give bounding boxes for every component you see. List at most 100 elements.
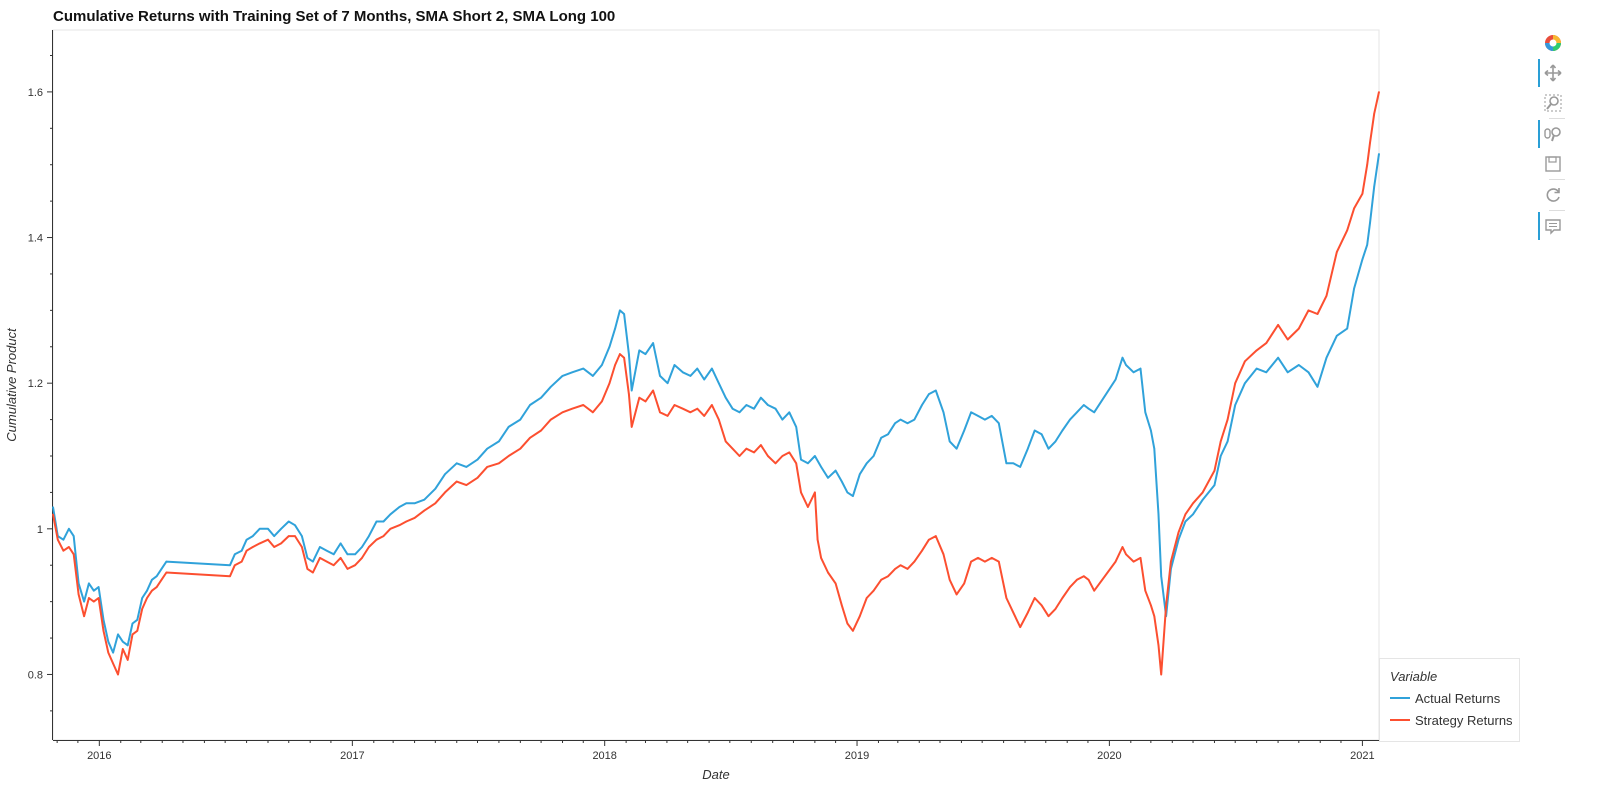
data-point-actual-returns[interactable] — [160, 568, 163, 570]
data-point-actual-returns[interactable] — [753, 407, 755, 410]
data-point-strategy-returns[interactable] — [1027, 611, 1029, 614]
data-point-strategy-returns[interactable] — [1265, 342, 1268, 344]
data-point-actual-returns[interactable] — [814, 455, 816, 457]
data-point-strategy-returns[interactable] — [83, 615, 85, 617]
data-point-actual-returns[interactable] — [673, 364, 676, 366]
data-point-strategy-returns[interactable] — [444, 491, 446, 494]
data-point-strategy-returns[interactable] — [57, 538, 59, 541]
data-point-actual-returns[interactable] — [1201, 498, 1204, 501]
data-point-strategy-returns[interactable] — [1226, 418, 1229, 421]
data-point-strategy-returns[interactable] — [88, 597, 90, 599]
data-point-strategy-returns[interactable] — [301, 546, 303, 548]
data-point-strategy-returns[interactable] — [97, 597, 100, 599]
data-point-strategy-returns[interactable] — [1192, 502, 1194, 505]
data-point-actual-returns[interactable] — [1033, 429, 1036, 432]
data-point-actual-returns[interactable] — [1277, 356, 1279, 359]
data-point-actual-returns[interactable] — [1346, 327, 1348, 330]
data-point-actual-returns[interactable] — [921, 404, 923, 406]
data-point-strategy-returns[interactable] — [540, 429, 542, 432]
data-point-strategy-returns[interactable] — [767, 455, 769, 457]
data-point-strategy-returns[interactable] — [68, 546, 70, 548]
data-point-actual-returns[interactable] — [1012, 462, 1015, 465]
data-point-strategy-returns[interactable] — [455, 480, 458, 483]
data-point-strategy-returns[interactable] — [630, 426, 633, 428]
data-point-strategy-returns[interactable] — [1076, 579, 1078, 581]
data-point-strategy-returns[interactable] — [659, 411, 661, 414]
data-point-strategy-returns[interactable] — [1160, 673, 1162, 676]
data-point-actual-returns[interactable] — [434, 488, 437, 490]
data-point-strategy-returns[interactable] — [280, 542, 282, 545]
data-point-actual-returns[interactable] — [413, 502, 416, 505]
data-point-actual-returns[interactable] — [1298, 364, 1300, 366]
data-point-actual-returns[interactable] — [689, 375, 692, 377]
data-point-actual-returns[interactable] — [319, 546, 321, 548]
data-point-strategy-returns[interactable] — [165, 571, 168, 574]
data-point-strategy-returns[interactable] — [52, 513, 54, 516]
data-point-strategy-returns[interactable] — [1373, 112, 1375, 115]
data-point-actual-returns[interactable] — [155, 575, 158, 577]
data-point-actual-returns[interactable] — [582, 367, 585, 370]
data-point-actual-returns[interactable] — [245, 538, 248, 541]
data-point-strategy-returns[interactable] — [894, 568, 896, 570]
data-point-strategy-returns[interactable] — [229, 575, 231, 577]
data-point-strategy-returns[interactable] — [1353, 207, 1355, 210]
data-point-actual-returns[interactable] — [1160, 575, 1162, 577]
data-point-actual-returns[interactable] — [935, 389, 937, 392]
data-point-strategy-returns[interactable] — [628, 393, 630, 395]
data-point-strategy-returns[interactable] — [258, 542, 261, 545]
data-point-strategy-returns[interactable] — [1177, 531, 1180, 534]
data-point-actual-returns[interactable] — [1153, 447, 1156, 450]
data-point-actual-returns[interactable] — [1219, 455, 1222, 457]
data-point-actual-returns[interactable] — [1316, 386, 1319, 388]
data-point-actual-returns[interactable] — [807, 462, 809, 465]
data-point-strategy-returns[interactable] — [1201, 491, 1204, 494]
data-point-actual-returns[interactable] — [800, 458, 802, 461]
data-point-strategy-returns[interactable] — [1277, 324, 1279, 326]
data-point-actual-returns[interactable] — [928, 393, 930, 395]
data-point-actual-returns[interactable] — [1069, 418, 1071, 421]
data-point-strategy-returns[interactable] — [93, 600, 95, 603]
data-point-strategy-returns[interactable] — [1033, 597, 1036, 599]
data-point-actual-returns[interactable] — [1325, 356, 1328, 359]
data-point-strategy-returns[interactable] — [865, 597, 868, 599]
legend-item-actual-returns[interactable]: Actual Returns — [1390, 688, 1500, 708]
data-point-strategy-returns[interactable] — [984, 560, 986, 563]
data-point-strategy-returns[interactable] — [991, 557, 993, 559]
data-point-actual-returns[interactable] — [1019, 466, 1021, 468]
data-point-strategy-returns[interactable] — [1019, 626, 1021, 628]
data-point-actual-returns[interactable] — [62, 538, 65, 541]
data-point-strategy-returns[interactable] — [1184, 513, 1187, 516]
data-point-actual-returns[interactable] — [644, 353, 647, 355]
data-point-strategy-returns[interactable] — [977, 557, 979, 559]
data-point-actual-returns[interactable] — [1157, 513, 1160, 516]
data-point-actual-returns[interactable] — [229, 564, 231, 566]
data-point-actual-returns[interactable] — [529, 404, 531, 406]
data-point-actual-returns[interactable] — [865, 462, 868, 465]
data-point-actual-returns[interactable] — [619, 309, 621, 312]
data-point-actual-returns[interactable] — [258, 528, 261, 530]
data-point-strategy-returns[interactable] — [814, 491, 816, 494]
data-point-actual-returns[interactable] — [165, 560, 168, 563]
data-point-actual-returns[interactable] — [1005, 462, 1008, 465]
legend-item-strategy-returns[interactable]: Strategy Returns — [1390, 710, 1513, 730]
bokeh-logo-icon[interactable] — [1538, 28, 1568, 58]
data-point-actual-returns[interactable] — [234, 553, 236, 556]
data-point-strategy-returns[interactable] — [753, 451, 755, 454]
data-point-actual-returns[interactable] — [273, 535, 276, 537]
data-point-strategy-returns[interactable] — [1040, 604, 1043, 607]
data-point-actual-returns[interactable] — [984, 418, 986, 421]
data-point-strategy-returns[interactable] — [1336, 251, 1338, 253]
data-point-strategy-returns[interactable] — [498, 462, 500, 465]
data-point-actual-returns[interactable] — [963, 429, 965, 432]
data-point-strategy-returns[interactable] — [724, 440, 727, 443]
data-point-actual-returns[interactable] — [1286, 371, 1289, 374]
data-point-actual-returns[interactable] — [1114, 378, 1117, 381]
reset-tool[interactable] — [1538, 180, 1568, 210]
data-point-actual-returns[interactable] — [252, 535, 254, 537]
data-point-strategy-returns[interactable] — [644, 400, 647, 403]
data-point-strategy-returns[interactable] — [287, 535, 290, 537]
data-point-strategy-returns[interactable] — [122, 648, 124, 650]
data-point-strategy-returns[interactable] — [820, 557, 822, 559]
data-point-actual-returns[interactable] — [561, 375, 564, 377]
data-point-actual-returns[interactable] — [540, 396, 542, 399]
